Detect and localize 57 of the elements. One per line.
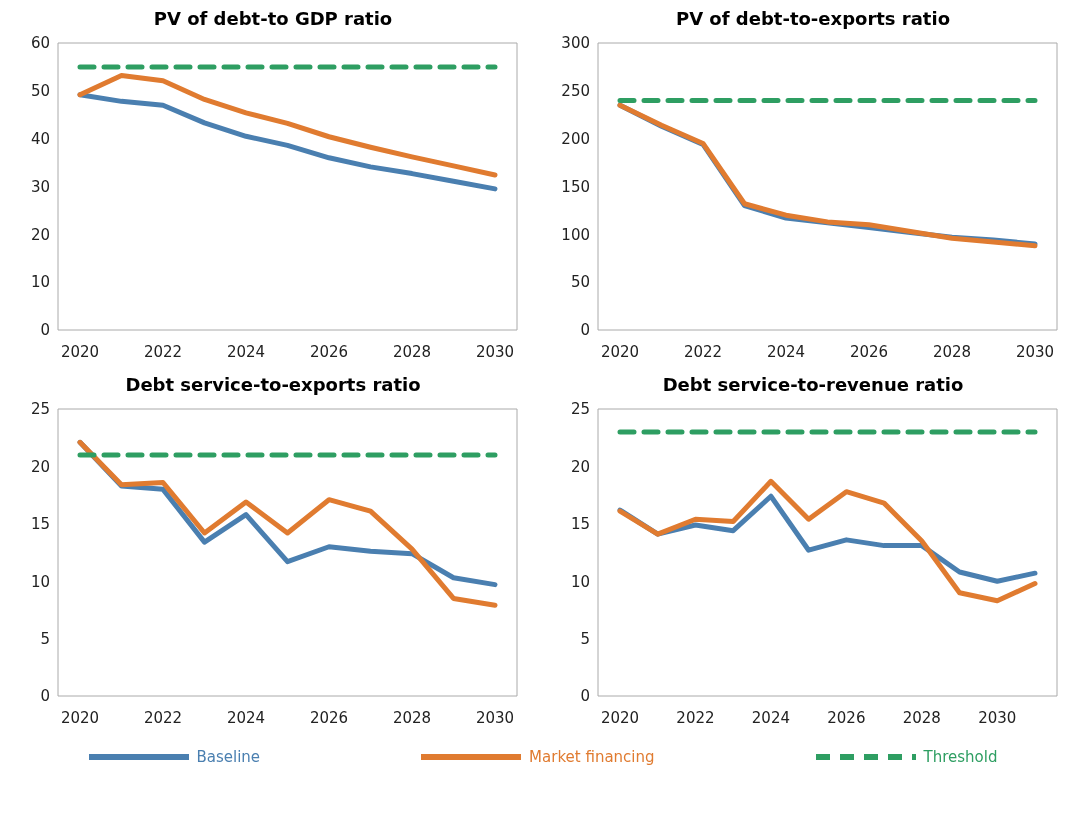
- y-tick-label: 40: [30, 129, 50, 148]
- x-tick-label: 2024: [751, 708, 790, 727]
- chart-title: PV of debt-to GDP ratio: [152, 8, 394, 31]
- x-tick-label: 2028: [392, 708, 432, 727]
- chart-title: Debt service-to-exports ratio: [124, 374, 422, 397]
- y-tick-label: 5: [40, 629, 50, 648]
- x-tick-label: 2020: [60, 708, 100, 727]
- y-tick-label: 10: [30, 572, 50, 591]
- x-tick-label: 2022: [683, 342, 723, 361]
- x-tick-label: 2022: [143, 342, 183, 361]
- y-tick-label: 25: [30, 400, 50, 419]
- x-tick-label: 2022: [676, 708, 715, 727]
- x-tick-label: 2024: [226, 708, 266, 727]
- x-tick-label: 2030: [475, 342, 515, 361]
- x-tick-label: 2026: [309, 342, 349, 361]
- text: Baseline: [196, 748, 261, 766]
- y-tick-label: 10: [30, 273, 50, 292]
- y-tick-label: 15: [30, 515, 50, 534]
- y-tick-label: 0: [580, 687, 590, 706]
- x-tick-label: 2020: [60, 342, 100, 361]
- x-tick-label: 2030: [1015, 342, 1055, 361]
- y-tick-label: 30: [30, 177, 50, 196]
- x-tick-label: 2020: [600, 342, 640, 361]
- x-tick-label: 2030: [978, 708, 1017, 727]
- x-tick-label: 2024: [226, 342, 266, 361]
- y-tick-label: 20: [30, 225, 50, 244]
- y-tick-label: 0: [40, 321, 50, 340]
- y-tick-label: 100: [561, 225, 590, 244]
- chart-title: Debt service-to-revenue ratio: [661, 374, 965, 397]
- y-tick-label: 300: [561, 34, 590, 53]
- y-tick-label: 250: [561, 82, 590, 101]
- x-tick-label: 2028: [392, 342, 432, 361]
- y-tick-label: 20: [570, 457, 590, 476]
- chart-title: PV of debt-to-exports ratio: [674, 8, 951, 31]
- y-tick-label: 15: [570, 515, 590, 534]
- y-tick-label: 5: [580, 629, 590, 648]
- y-tick-label: 50: [570, 273, 590, 292]
- y-tick-label: 20: [30, 457, 50, 476]
- x-tick-label: 2020: [600, 708, 640, 727]
- text: Market financing: [529, 748, 655, 766]
- x-tick-label: 2026: [827, 708, 866, 727]
- y-tick-label: 25: [570, 400, 590, 419]
- x-tick-label: 2026: [309, 708, 349, 727]
- x-tick-label: 2024: [766, 342, 806, 361]
- text: Threshold: [923, 748, 998, 766]
- y-tick-label: 0: [580, 321, 590, 340]
- y-tick-label: 200: [561, 129, 590, 148]
- x-tick-label: 2030: [475, 708, 515, 727]
- y-tick-label: 10: [570, 572, 590, 591]
- y-tick-label: 60: [30, 34, 50, 53]
- x-tick-label: 2022: [143, 708, 183, 727]
- y-tick-label: 150: [561, 177, 590, 196]
- x-tick-label: 2028: [932, 342, 972, 361]
- y-tick-label: 50: [30, 82, 50, 101]
- y-tick-label: 0: [40, 687, 50, 706]
- x-tick-label: 2026: [849, 342, 889, 361]
- x-tick-label: 2028: [902, 708, 941, 727]
